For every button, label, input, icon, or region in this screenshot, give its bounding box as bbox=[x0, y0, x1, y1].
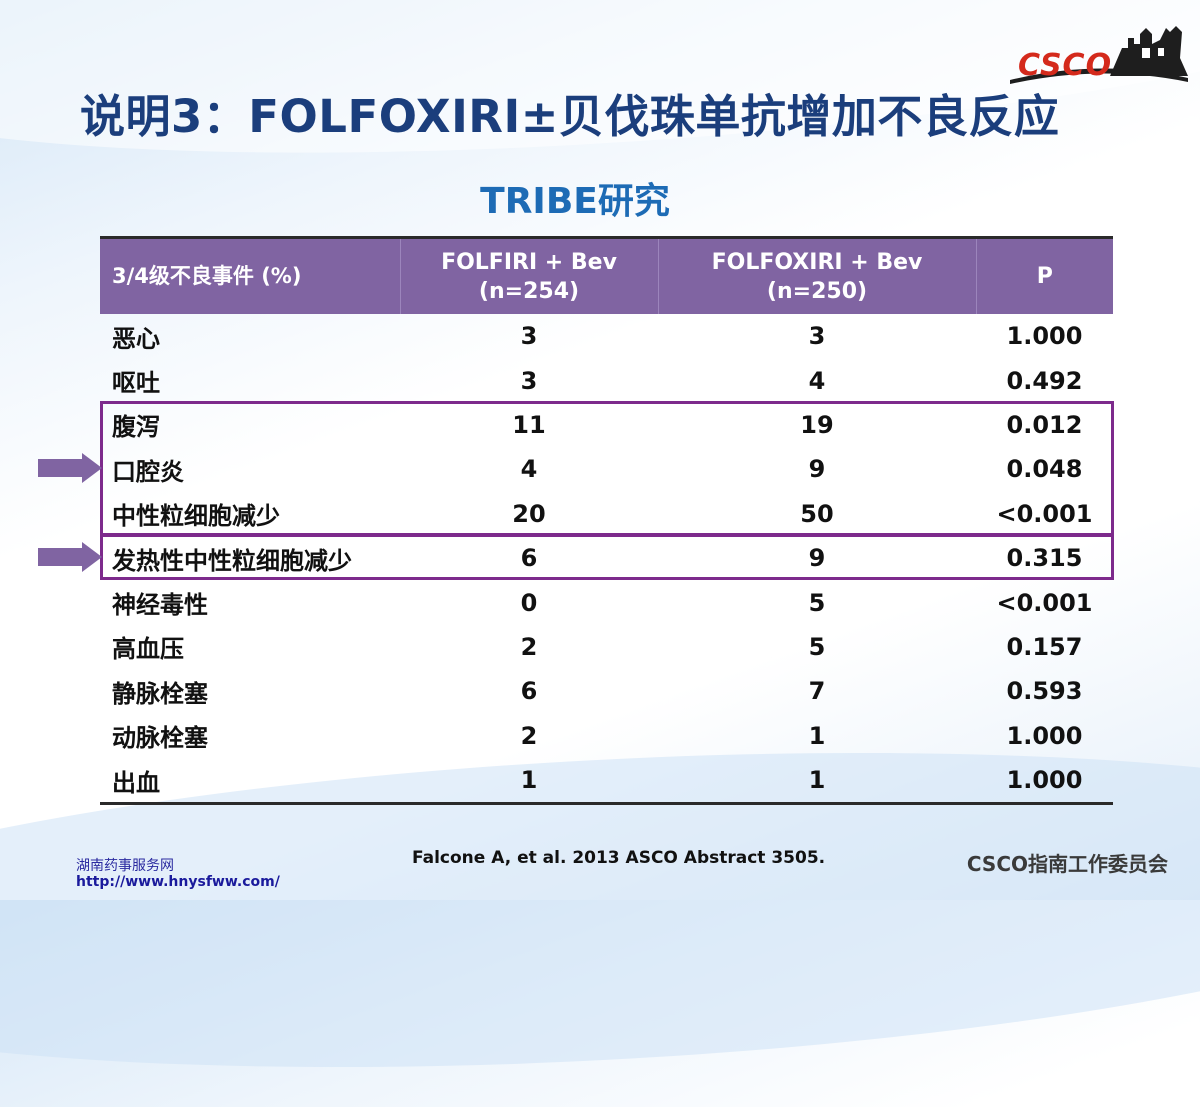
table-row: 恶心 3 3 1.000 bbox=[100, 314, 1113, 358]
p-value: <0.001 bbox=[996, 588, 1093, 617]
arrow-right-icon bbox=[38, 542, 102, 572]
table-row: 神经毒性 0 5 <0.001 bbox=[100, 580, 1113, 624]
highlight-box-gi-neutropenia bbox=[100, 401, 1114, 536]
p-value: 1.000 bbox=[1006, 322, 1083, 351]
folfiri-value: 20 bbox=[512, 499, 546, 528]
table-row: 动脉栓塞 2 1 1.000 bbox=[100, 714, 1113, 758]
footer-organization: CSCO指南工作委员会 bbox=[966, 852, 1168, 876]
event-name: 神经毒性 bbox=[112, 591, 208, 620]
arrow-right-icon bbox=[38, 453, 102, 483]
header-p-value: P bbox=[975, 237, 1113, 314]
event-name: 高血压 bbox=[112, 635, 184, 664]
table-row: 呕吐 3 4 0.492 bbox=[100, 358, 1113, 402]
great-wall-icon bbox=[1010, 26, 1188, 84]
event-name: 动脉栓塞 bbox=[112, 724, 208, 753]
p-value: 0.315 bbox=[1006, 544, 1083, 573]
folfoxiri-value: 19 bbox=[800, 410, 834, 439]
event-name: 腹泻 bbox=[112, 413, 160, 442]
folfoxiri-value: 9 bbox=[808, 455, 826, 484]
logo-text: CSCO bbox=[1018, 48, 1113, 83]
event-name: 口腔炎 bbox=[112, 457, 184, 486]
folfiri-value: 2 bbox=[520, 721, 538, 750]
table-row: 发热性中性粒细胞减少 6 9 0.315 bbox=[100, 536, 1113, 580]
p-value: 1.000 bbox=[1006, 766, 1083, 795]
table-row: 高血压 2 5 0.157 bbox=[100, 625, 1113, 669]
p-value: 0.157 bbox=[1006, 632, 1083, 661]
folfoxiri-value: 1 bbox=[808, 766, 826, 795]
folfoxiri-value: 1 bbox=[808, 721, 826, 750]
event-name: 恶心 bbox=[112, 324, 160, 353]
slide-title: 说明3：FOLFOXIRI±贝伐珠单抗增加不良反应 bbox=[80, 90, 1060, 143]
event-name: 呕吐 bbox=[112, 369, 160, 398]
p-value: 1.000 bbox=[1006, 721, 1083, 750]
folfoxiri-value: 50 bbox=[800, 499, 834, 528]
table-row: 中性粒细胞减少 20 50 <0.001 bbox=[100, 492, 1113, 536]
p-value: <0.001 bbox=[996, 499, 1093, 528]
folfiri-value: 6 bbox=[520, 677, 538, 706]
event-name: 出血 bbox=[112, 768, 160, 797]
watermark-url: http://www.hnysfww.com/ bbox=[76, 874, 280, 890]
highlight-box-febrile-neutropenia bbox=[100, 534, 1114, 580]
p-value: 0.012 bbox=[1006, 410, 1083, 439]
folfiri-value: 11 bbox=[512, 410, 546, 439]
folfoxiri-value: 5 bbox=[808, 632, 826, 661]
header-folfoxiri-bev: FOLFOXIRI + Bev (n=250) bbox=[657, 237, 976, 314]
folfiri-value: 1 bbox=[520, 766, 538, 795]
folfiri-value: 3 bbox=[520, 366, 538, 395]
event-name: 静脉栓塞 bbox=[112, 679, 208, 708]
table-row: 出血 1 1 1.000 bbox=[100, 758, 1113, 804]
watermark-site-name: 湖南药事服务网 bbox=[76, 858, 174, 874]
folfoxiri-value: 5 bbox=[808, 588, 826, 617]
event-name: 发热性中性粒细胞减少 bbox=[112, 546, 352, 575]
folfoxiri-value: 4 bbox=[808, 366, 826, 395]
table-header-row: 3/4级不良事件 (%) FOLFIRI + Bev (n=254) FOLFOX… bbox=[100, 237, 1113, 314]
p-value: 0.048 bbox=[1006, 455, 1083, 484]
header-folfiri-bev: FOLFIRI + Bev (n=254) bbox=[399, 237, 658, 314]
reference-citation: Falcone A, et al. 2013 ASCO Abstract 350… bbox=[412, 848, 826, 868]
slide-subtitle: TRIBE研究 bbox=[480, 181, 670, 222]
folfoxiri-value: 3 bbox=[808, 322, 826, 351]
folfiri-value: 4 bbox=[520, 455, 538, 484]
header-adverse-event: 3/4级不良事件 (%) bbox=[100, 237, 400, 314]
p-value: 0.492 bbox=[1006, 366, 1083, 395]
folfiri-value: 3 bbox=[520, 322, 538, 351]
csco-logo: CSCO bbox=[1010, 18, 1190, 88]
folfiri-value: 6 bbox=[520, 544, 538, 573]
event-name: 中性粒细胞减少 bbox=[112, 502, 280, 531]
folfoxiri-value: 9 bbox=[808, 544, 826, 573]
table-row: 静脉栓塞 6 7 0.593 bbox=[100, 669, 1113, 713]
folfiri-value: 0 bbox=[520, 588, 538, 617]
adverse-events-table: 3/4级不良事件 (%) FOLFIRI + Bev (n=254) FOLFOX… bbox=[100, 236, 1113, 805]
folfiri-value: 2 bbox=[520, 632, 538, 661]
table-row: 腹泻 11 19 0.012 bbox=[100, 403, 1113, 447]
table-row: 口腔炎 4 9 0.048 bbox=[100, 447, 1113, 491]
p-value: 0.593 bbox=[1006, 677, 1083, 706]
folfoxiri-value: 7 bbox=[808, 677, 826, 706]
